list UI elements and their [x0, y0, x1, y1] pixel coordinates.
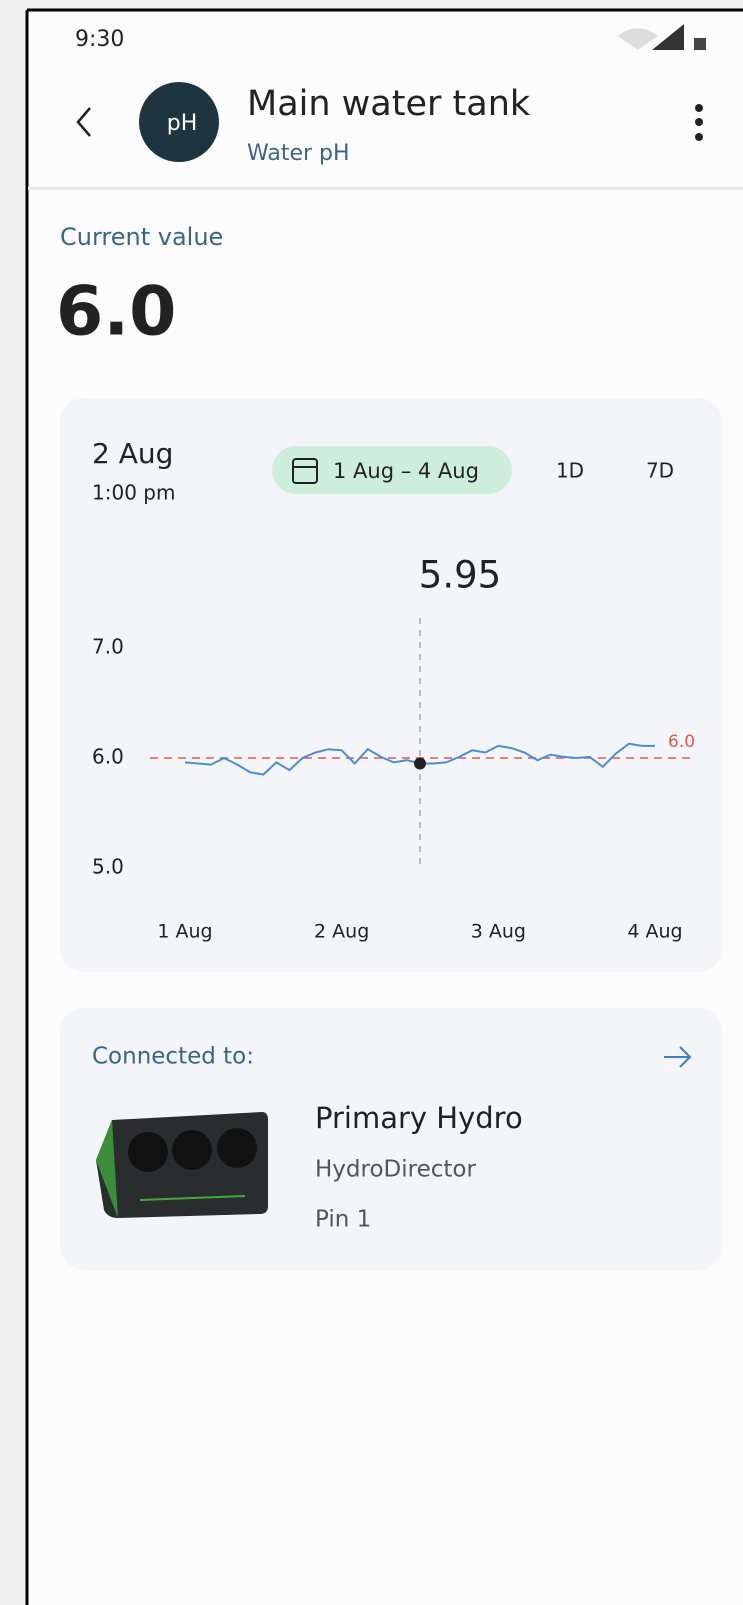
- x-tick-label: 2 Aug: [314, 921, 369, 943]
- x-tick-label: 4 Aug: [627, 921, 682, 943]
- header-subtitle: Water pH: [247, 141, 350, 166]
- selected-date: 2 Aug: [92, 437, 173, 470]
- device-pump: [217, 1128, 257, 1168]
- selected-point: [414, 757, 426, 770]
- x-tick-label: 1 Aug: [157, 921, 212, 943]
- device-image: [96, 1112, 268, 1218]
- device-side: [96, 1120, 118, 1218]
- back-button[interactable]: [76, 107, 91, 137]
- battery-icon: [694, 38, 706, 50]
- device-model: HydroDirector: [315, 1157, 476, 1183]
- status-time: 9:30: [75, 27, 124, 52]
- range-button[interactable]: 1 Aug – 4 Aug: [272, 446, 512, 494]
- chart-card: [60, 398, 722, 972]
- range-pill: [272, 446, 512, 494]
- menu-dot: [695, 133, 703, 141]
- more-menu[interactable]: [695, 104, 703, 141]
- current-value: 6.0: [56, 273, 176, 352]
- selected-value: 5.95: [419, 554, 501, 597]
- menu-dot: [695, 104, 703, 112]
- current-label: Current value: [60, 223, 223, 251]
- x-tick-label: 3 Aug: [471, 921, 526, 943]
- header-divider: [28, 187, 743, 190]
- signal-icon: [652, 24, 684, 50]
- sensor-avatar: [139, 82, 219, 162]
- range-option[interactable]: 1D: [556, 459, 584, 483]
- selected-time: 1:00 pm: [92, 481, 175, 505]
- device-pump: [172, 1130, 212, 1170]
- y-tick-label: 7.0: [92, 635, 124, 659]
- connected-label: Connected to:: [92, 1044, 254, 1070]
- y-tick-label: 6.0: [92, 745, 124, 769]
- device-pump: [128, 1132, 168, 1172]
- calendar-icon: [292, 458, 318, 484]
- menu-dot: [695, 118, 703, 126]
- device-stripe: [139, 1195, 246, 1201]
- wifi-icon: [618, 28, 658, 50]
- threshold-label: 6.0: [668, 732, 695, 752]
- range-option[interactable]: 7D: [646, 459, 674, 483]
- device-pin: Pin 1: [315, 1207, 371, 1233]
- y-tick-label: 5.0: [92, 855, 124, 879]
- header-title: Main water tank: [247, 84, 531, 124]
- avatar-label: pH: [167, 111, 198, 136]
- device-name: Primary Hydro: [315, 1101, 523, 1135]
- range-label: 1 Aug – 4 Aug: [333, 459, 479, 483]
- open-device-arrow[interactable]: [664, 1046, 692, 1068]
